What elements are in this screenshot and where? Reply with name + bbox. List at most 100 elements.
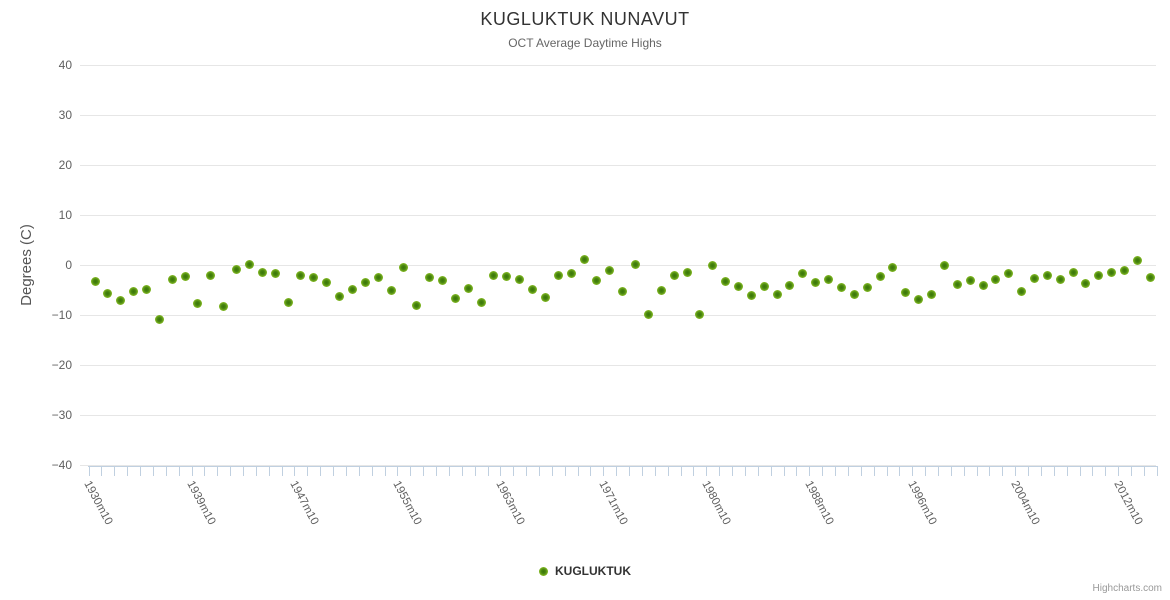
data-point[interactable] bbox=[746, 290, 756, 300]
data-point[interactable] bbox=[399, 263, 409, 272]
data-point[interactable] bbox=[347, 285, 357, 294]
data-point[interactable] bbox=[1094, 271, 1104, 280]
data-point[interactable] bbox=[90, 277, 100, 286]
data-point[interactable] bbox=[836, 283, 846, 292]
x-axis-tick bbox=[719, 466, 721, 476]
data-point[interactable] bbox=[232, 265, 242, 274]
data-point[interactable] bbox=[553, 271, 563, 280]
data-point[interactable] bbox=[450, 294, 460, 303]
data-point[interactable] bbox=[978, 281, 988, 290]
data-point[interactable] bbox=[566, 269, 576, 278]
data-point[interactable] bbox=[412, 300, 422, 310]
data-point[interactable] bbox=[193, 299, 203, 308]
x-axis-tick bbox=[410, 466, 412, 476]
data-point[interactable] bbox=[888, 263, 898, 272]
data-point[interactable] bbox=[1004, 268, 1014, 278]
data-point[interactable] bbox=[901, 288, 911, 297]
data-point[interactable] bbox=[939, 260, 949, 270]
x-axis-tick bbox=[526, 466, 528, 476]
y-axis-label: 10 bbox=[58, 208, 72, 222]
data-point[interactable] bbox=[592, 275, 602, 285]
data-point[interactable] bbox=[965, 276, 975, 285]
data-point[interactable] bbox=[463, 284, 473, 293]
x-axis-tick bbox=[140, 466, 142, 476]
data-point[interactable] bbox=[772, 290, 782, 299]
data-point[interactable] bbox=[502, 272, 512, 281]
data-point[interactable] bbox=[129, 287, 139, 296]
data-point[interactable] bbox=[669, 270, 679, 280]
x-axis-tick bbox=[165, 466, 167, 476]
data-point[interactable] bbox=[206, 270, 216, 280]
data-point[interactable] bbox=[952, 280, 962, 289]
highcharts-credit-link[interactable]: Highcharts.com bbox=[1092, 583, 1162, 594]
data-point[interactable] bbox=[335, 292, 345, 301]
data-point[interactable] bbox=[695, 309, 705, 319]
data-point[interactable] bbox=[167, 275, 177, 284]
data-point[interactable] bbox=[244, 259, 254, 269]
data-point[interactable] bbox=[759, 282, 769, 291]
data-point[interactable] bbox=[180, 271, 190, 281]
x-axis-tick bbox=[809, 466, 811, 476]
data-point[interactable] bbox=[643, 309, 653, 319]
data-point[interactable] bbox=[991, 274, 1001, 284]
x-axis-tick bbox=[937, 466, 939, 476]
data-point[interactable] bbox=[386, 285, 396, 295]
data-point[interactable] bbox=[914, 295, 924, 304]
data-point[interactable] bbox=[257, 268, 267, 277]
data-point[interactable] bbox=[824, 275, 834, 284]
data-point[interactable] bbox=[1081, 278, 1091, 288]
data-point[interactable] bbox=[798, 269, 808, 278]
data-point[interactable] bbox=[360, 278, 370, 287]
data-point[interactable] bbox=[103, 289, 113, 298]
data-point[interactable] bbox=[862, 283, 872, 292]
data-point[interactable] bbox=[1145, 272, 1155, 282]
data-point[interactable] bbox=[528, 285, 538, 294]
x-axis-tick bbox=[217, 466, 219, 476]
data-point[interactable] bbox=[425, 273, 435, 282]
data-point[interactable] bbox=[540, 293, 550, 302]
data-point[interactable] bbox=[811, 278, 821, 287]
data-point[interactable] bbox=[1030, 274, 1039, 283]
data-point[interactable] bbox=[605, 265, 615, 275]
data-point[interactable] bbox=[296, 270, 306, 280]
data-point[interactable] bbox=[515, 274, 525, 284]
data-point[interactable] bbox=[154, 314, 164, 324]
data-point[interactable] bbox=[322, 278, 332, 287]
data-point[interactable] bbox=[437, 276, 447, 285]
data-point[interactable] bbox=[721, 277, 731, 286]
data-point[interactable] bbox=[1120, 265, 1130, 275]
x-axis-tick bbox=[641, 466, 643, 476]
data-point[interactable] bbox=[682, 268, 692, 277]
data-point[interactable] bbox=[734, 282, 743, 291]
data-point[interactable] bbox=[618, 287, 628, 296]
data-point[interactable] bbox=[708, 260, 718, 270]
data-point[interactable] bbox=[373, 273, 383, 282]
x-axis-tick bbox=[847, 466, 849, 476]
data-point[interactable] bbox=[875, 272, 885, 281]
data-point[interactable] bbox=[1107, 268, 1117, 277]
data-point[interactable] bbox=[656, 285, 666, 295]
data-point[interactable] bbox=[270, 269, 280, 278]
x-axis-tick bbox=[423, 466, 425, 476]
data-point[interactable] bbox=[116, 296, 126, 305]
data-point[interactable] bbox=[631, 260, 641, 269]
data-point[interactable] bbox=[1042, 271, 1052, 280]
data-point[interactable] bbox=[1068, 268, 1078, 277]
data-point[interactable] bbox=[141, 284, 151, 294]
data-point[interactable] bbox=[849, 290, 859, 299]
data-point[interactable] bbox=[219, 302, 229, 311]
data-point[interactable] bbox=[579, 254, 589, 264]
data-point[interactable] bbox=[309, 273, 319, 282]
data-point[interactable] bbox=[283, 298, 293, 307]
gridline-y-20 bbox=[80, 165, 1156, 166]
legend-item-kugluktuk[interactable]: KUGLUKTUK bbox=[0, 563, 1170, 579]
data-point[interactable] bbox=[489, 271, 499, 280]
data-point[interactable] bbox=[1055, 274, 1065, 284]
x-axis-tick bbox=[551, 466, 553, 476]
data-point[interactable] bbox=[927, 290, 937, 299]
data-point[interactable] bbox=[476, 298, 486, 307]
data-point[interactable] bbox=[1132, 256, 1142, 265]
data-point[interactable] bbox=[1017, 286, 1027, 296]
data-point[interactable] bbox=[785, 280, 795, 290]
